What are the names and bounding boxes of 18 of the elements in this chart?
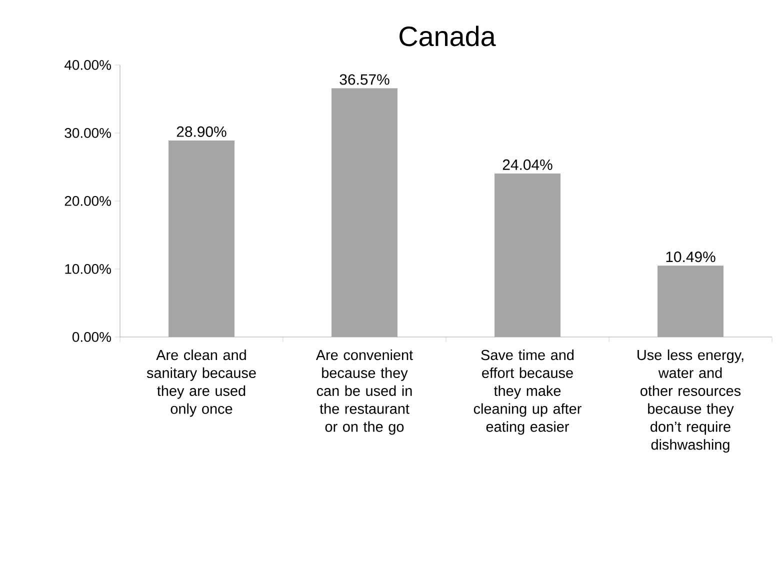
x-tick-label: Are clean and sanitary because they are used only once [146,350,256,417]
x-tick-label: Are convenient because they can be used in the restaurant or on the go [316,350,413,435]
y-tick-label: 40.00% [64,60,111,70]
data-label: 24.04% [502,159,552,170]
bar [168,140,235,337]
data-label: 28.90% [176,126,226,137]
x-tick-label: Save time and effort because they make cleaning up after eating easier [474,350,582,435]
y-tick-label: 10.00% [65,264,111,274]
x-tick-label: Use less energy, water and other resources because they don’t require dishwashing [638,350,744,453]
y-tick-label: 20.00% [64,196,111,206]
chart-title: Canada [400,26,496,46]
bar [494,174,561,337]
bar [658,266,724,337]
data-label: 10.49% [666,252,716,262]
bar [332,88,398,337]
y-tick-label: 30.00% [64,128,111,138]
y-tick-label: 0.00% [72,332,111,342]
data-label: 36.57% [340,74,390,85]
